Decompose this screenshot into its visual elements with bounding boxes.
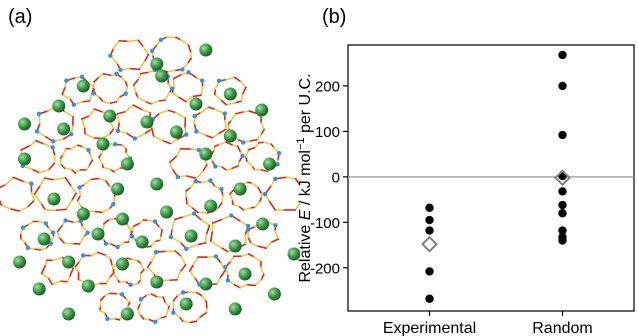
x-tick-label: Experimental (383, 320, 476, 336)
y-tick-label: -200 (310, 260, 340, 277)
plot-frame (347, 44, 635, 312)
data-point (558, 236, 567, 245)
y-tick-label: -100 (310, 215, 340, 232)
panel-label-a: (a) (8, 6, 33, 28)
data-point (558, 209, 567, 218)
framework-bonds (0, 36, 300, 324)
x-axis-ticks: Experimental Random (383, 311, 593, 336)
data-point (425, 294, 434, 303)
y-axis-ticks: -200 -100 0 100 200 (310, 78, 348, 277)
mean-marker (554, 169, 571, 187)
cation-spheres (13, 43, 300, 321)
panel-label-b: (b) (322, 6, 347, 28)
y-axis-label: Relative E / kJ mol−1 per U.C. (296, 73, 314, 282)
data-point (558, 187, 567, 196)
data-point (558, 130, 567, 140)
energy-scatter-chart: -200 -100 0 100 200 Experimental Random Relat… (296, 44, 635, 336)
y-tick-label: 0 (332, 169, 340, 186)
y-tick-label: 200 (315, 78, 340, 95)
data-point (558, 226, 567, 235)
y-tick-label: 100 (315, 124, 340, 141)
data-point (558, 200, 567, 210)
mean-marker (421, 235, 438, 253)
data-point (558, 81, 567, 91)
zeolite-structure-image (0, 36, 300, 325)
data-point (425, 215, 434, 225)
x-tick-label: Random (532, 320, 592, 336)
data-point (425, 203, 434, 212)
data-points (421, 50, 571, 303)
data-point (558, 50, 567, 60)
data-point (425, 267, 434, 276)
data-point (425, 226, 434, 235)
